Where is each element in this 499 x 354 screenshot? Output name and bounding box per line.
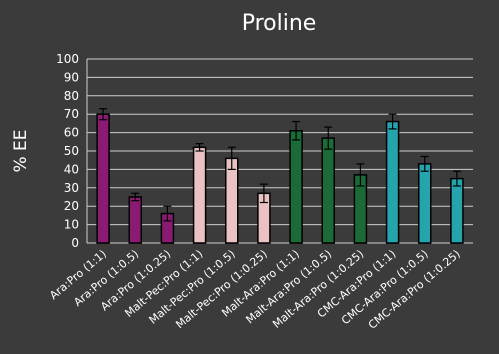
bar	[385, 120, 400, 244]
y-tick-label: 60	[64, 126, 79, 140]
error-bar	[99, 108, 108, 121]
y-tick-label: 70	[64, 107, 79, 121]
gridlines	[86, 58, 473, 244]
error-bar	[227, 146, 236, 170]
y-axis-label: % EE	[11, 129, 31, 172]
error-bar	[195, 143, 204, 152]
error-bar	[324, 126, 333, 150]
bar	[321, 137, 335, 244]
y-tick-label: 100	[56, 52, 79, 66]
bar	[128, 196, 142, 244]
bar	[225, 157, 239, 244]
y-tick-label: 90	[64, 70, 79, 84]
bar	[450, 177, 464, 244]
error-bar	[420, 155, 429, 172]
x-tick-labels: Ara:Pro (1:1)Ara:Pro (1:0.5)Ara:Pro (1:0…	[47, 247, 463, 331]
error-bar	[356, 163, 365, 187]
bar	[96, 113, 110, 244]
error-bar	[131, 192, 140, 202]
error-bar	[163, 205, 172, 222]
bar	[192, 146, 207, 244]
y-tick-label: 30	[64, 181, 79, 195]
bar	[418, 163, 432, 244]
y-tick-label: 80	[64, 89, 79, 103]
error-bar	[292, 120, 301, 141]
error-bar	[388, 113, 397, 130]
chart-title: Proline	[242, 11, 317, 36]
bars	[96, 108, 464, 244]
y-tick-label: 10	[64, 218, 79, 232]
y-tick-label: 50	[64, 144, 79, 158]
y-tick-label: 20	[64, 199, 79, 213]
error-bar	[452, 170, 461, 187]
error-bar	[259, 183, 268, 204]
bar	[289, 130, 303, 244]
y-tick-labels: 0 10 20 30 40 50 60 70 80 90 100	[56, 52, 79, 250]
y-tick-label: 40	[64, 162, 79, 176]
y-tick-label: 0	[71, 236, 79, 250]
